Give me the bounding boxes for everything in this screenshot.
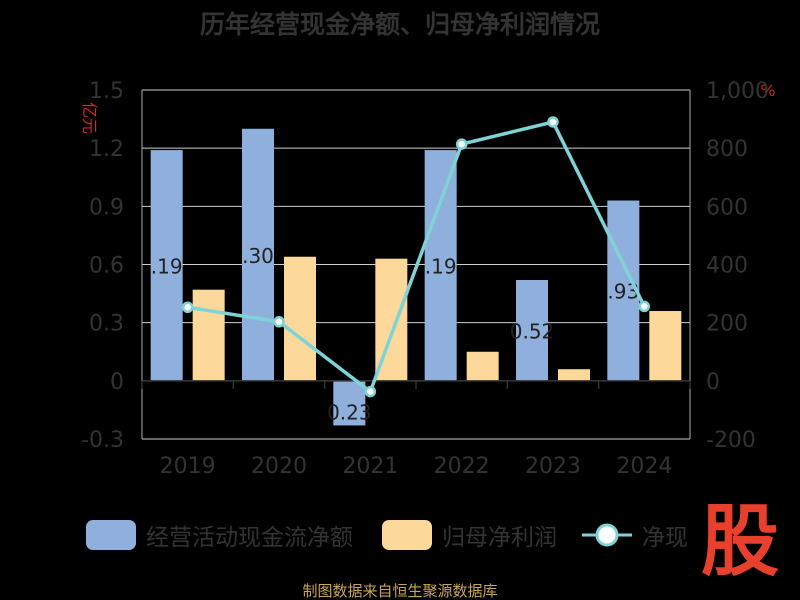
legend-label-ratio: 净现 [642,525,688,551]
x-tick-label: 2023 [525,454,581,479]
legend-item-net-profit[interactable]: 归母净利润 [382,520,557,551]
x-tick-label: 2019 [160,454,216,479]
data-labels: .19.300.23.190.52.93 [151,244,639,425]
left-tick-label: 1.5 [89,79,124,104]
cashflow-data-label: .19 [425,254,457,278]
left-tick-label: 0 [110,370,124,395]
ratio-point [547,116,559,128]
right-tick-label: 1,000 [706,79,769,104]
right-tick-label: 400 [706,254,748,279]
bar-series [150,128,682,426]
ratio-point [181,301,194,314]
source-note: 制图数据来自恒生聚源数据库 [302,582,497,600]
cashflow-bar [242,128,274,381]
cashflow-data-label: 0.52 [510,319,555,343]
right-tick-label: 0 [706,370,720,395]
right-tick-label: -200 [706,428,756,453]
right-axis-unit: % [760,81,775,100]
legend-swatch-net-profit [382,520,432,550]
cashflow-data-label: .30 [242,244,274,268]
line-series [181,116,651,398]
cashflow-bar [607,200,640,381]
net-profit-bar [284,256,316,381]
ratio-point [364,385,377,398]
left-tick-label: 0.6 [89,254,124,279]
cashflow-data-label: 0.23 [327,400,372,424]
legend-swatch-cashflow [86,520,136,550]
net-profit-bar [192,289,225,381]
x-tick-label: 2021 [342,454,398,479]
chart-title: 历年经营现金净额、归母净利润情况 [200,10,600,39]
legend-marker-ratio [595,523,619,547]
net-profit-bar [649,311,682,381]
left-axis-unit: 亿元 [80,102,99,134]
ratio-point [273,316,285,328]
legend: 经营活动现金流净额 归母净利润 净现 [86,520,688,551]
legend-label-net-profit: 归母净利润 [442,525,557,551]
net-profit-bar [558,369,590,381]
brand-logo: 股 [700,497,779,587]
cashflow-data-label: .19 [151,254,183,278]
legend-item-ratio[interactable]: 净现 [582,523,688,551]
left-tick-label: 0.3 [89,312,124,337]
left-tick-label: 1.2 [89,137,124,162]
right-tick-label: 800 [706,137,748,162]
left-tick-label: -0.3 [81,428,124,453]
legend-label-cashflow: 经营活动现金流净额 [146,525,353,551]
right-tick-label: 600 [706,195,748,220]
cashflow-bar [333,380,366,426]
ratio-point [455,138,468,150]
x-tick-label: 2022 [434,454,490,479]
cashflow-bar [150,150,183,381]
ratio-point [638,300,651,313]
right-tick-label: 200 [706,312,748,337]
legend-item-cashflow[interactable]: 经营活动现金流净额 [86,520,353,551]
cashflow-bar [424,150,457,381]
axes: 1.51.20.90.60.30-0.31,0008006004002000-2… [81,79,769,479]
net-profit-bar [466,351,499,381]
x-tick-label: 2020 [251,454,307,479]
x-tick-label: 2024 [616,454,672,479]
cashflow-bar [516,280,548,381]
left-tick-label: 0.9 [89,195,124,220]
ratio-line [187,119,646,395]
